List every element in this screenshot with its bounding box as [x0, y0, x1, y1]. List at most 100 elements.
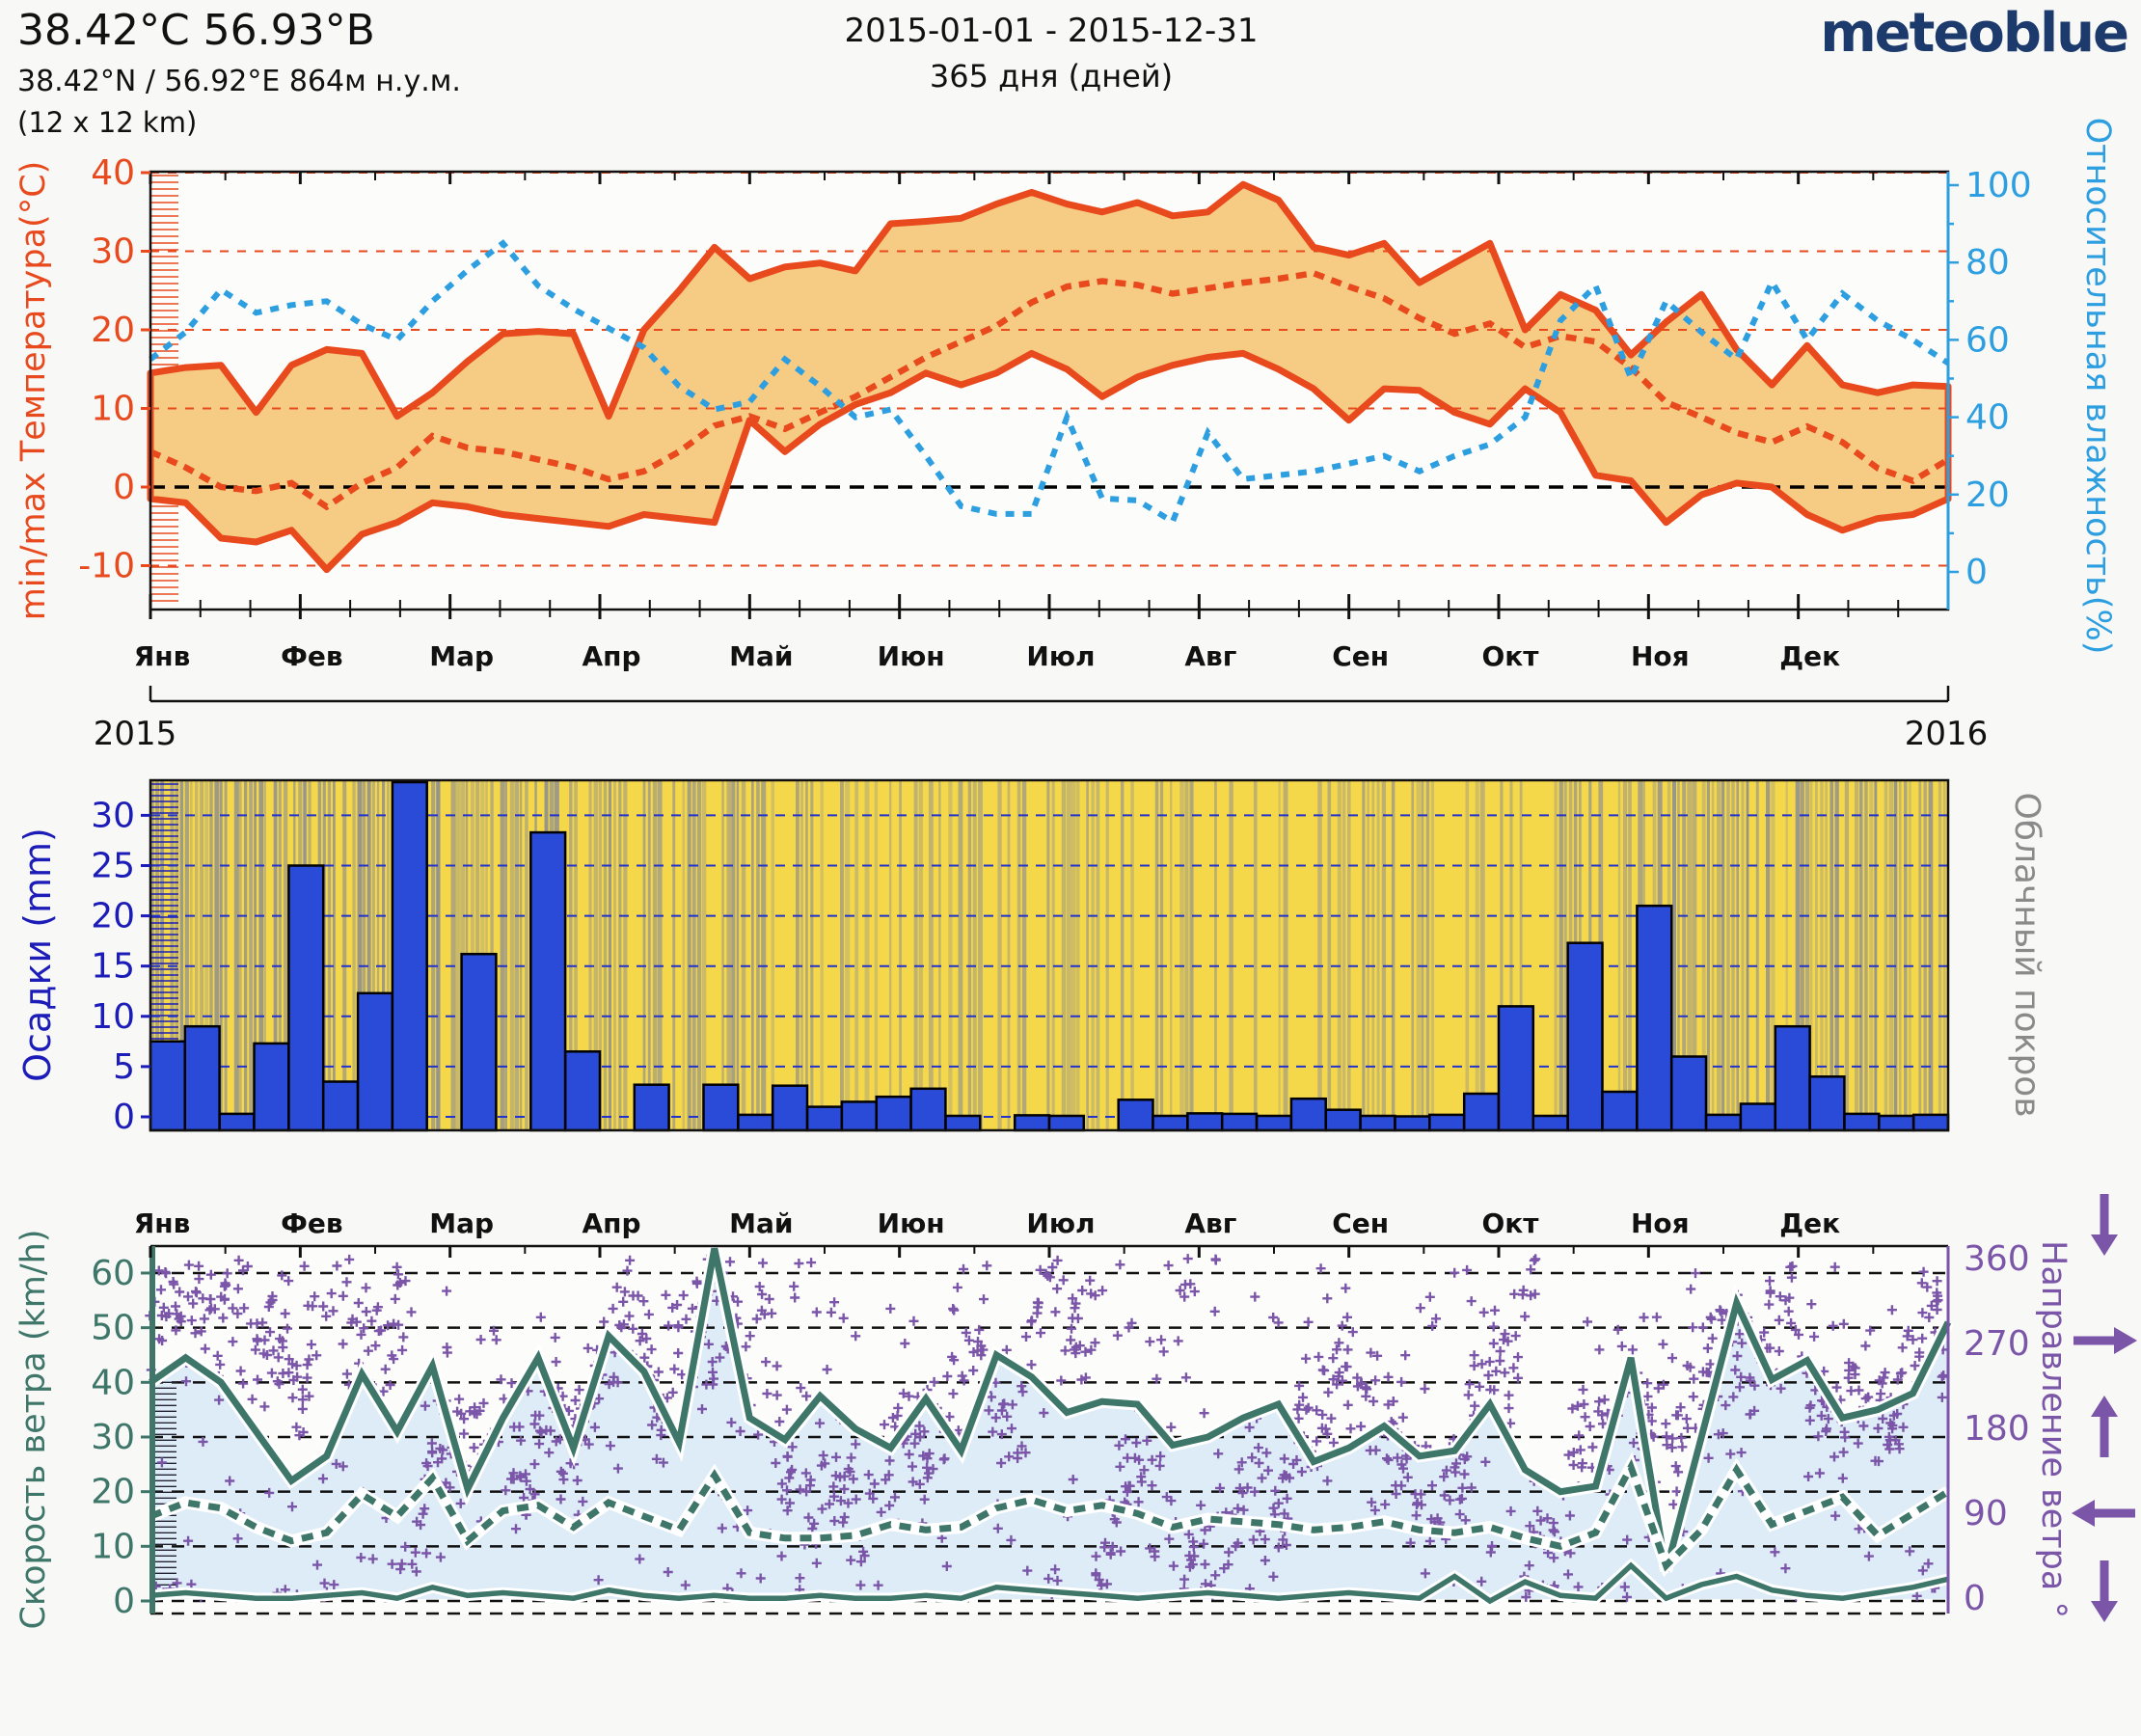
temperature-band-fill [150, 184, 1948, 570]
temp-mean-line [149, 269, 1950, 511]
precipitation-bars [149, 780, 1950, 1132]
precip-tick-label: 5 [113, 1047, 135, 1087]
temp-tick-label: 10 [91, 390, 135, 429]
precip-bar [1531, 1114, 1569, 1132]
month-label-temp: Авг [1184, 640, 1236, 672]
precip-bar [1255, 1114, 1293, 1132]
temp-axis-title: min/max Температура(°C) [14, 161, 53, 621]
precip-bar [1669, 1055, 1708, 1132]
wind-direction-arrow-down [2091, 1194, 2118, 1256]
wind-axis-title: Скорость ветра (km/h) [14, 1230, 53, 1630]
wind-tick-label: 60 [91, 1254, 135, 1293]
month-label-wind: Дек [1779, 1207, 1840, 1239]
precip-bar [287, 864, 325, 1132]
year-left-label: 2015 [94, 715, 177, 753]
precip-bar [840, 1100, 878, 1132]
precip-tick-label: 20 [91, 897, 135, 936]
wind-tick-label: 0 [113, 1582, 135, 1621]
month-label-temp: Янв [134, 640, 191, 672]
month-label-temp: Сен [1332, 640, 1389, 672]
precip-tick-label: 30 [91, 796, 135, 835]
precip-tick-label: 0 [113, 1098, 135, 1137]
month-label-wind: Сен [1332, 1207, 1389, 1239]
month-label-temp: Мар [429, 640, 494, 672]
precip-bar [1808, 1075, 1846, 1132]
precip-bar [563, 1050, 602, 1132]
precip-bar [149, 1040, 187, 1132]
precip-tick-label: 10 [91, 997, 135, 1037]
meteoblue-logo: meteoblue [1820, 2, 2129, 65]
precip-bar [909, 1087, 947, 1132]
precip-bar [1601, 1090, 1639, 1132]
temp-tick-label: -10 [78, 547, 135, 586]
precip-bar [944, 1114, 982, 1132]
wind-tick-label: 40 [91, 1363, 135, 1402]
precip-bar [183, 1024, 221, 1132]
month-label-wind: Авг [1184, 1207, 1236, 1239]
precip-bar [1047, 1114, 1086, 1132]
precip-bar [737, 1113, 774, 1132]
precip-bar [1428, 1113, 1466, 1132]
temp-tick-label: 30 [91, 232, 135, 272]
humidity-line [149, 239, 1950, 527]
wind-tick-label: 10 [91, 1527, 135, 1566]
date-range: 2015-01-01 - 2015-12-31 [844, 12, 1259, 50]
wind-direction-arrow-right [2073, 1327, 2137, 1354]
month-label-wind: Июл [1026, 1207, 1095, 1239]
precip-bar [529, 830, 567, 1132]
wind-tick-label: 50 [91, 1309, 135, 1348]
precip-bar [1220, 1112, 1259, 1132]
location-block: 38.42°C 56.93°В 38.42°N / 56.92°E 864м н… [17, 6, 461, 139]
precip-bar [702, 1083, 740, 1132]
temp-tick-label: 0 [113, 468, 135, 507]
precip-bar [1324, 1108, 1362, 1132]
grid-resolution: (12 x 12 km) [17, 106, 198, 139]
month-label-temp: Июл [1026, 640, 1095, 672]
direction-tick-label: 360 [1964, 1239, 2030, 1279]
year-axis: 2015 2016 [94, 686, 1988, 753]
precip-bar [356, 991, 394, 1132]
precip-bar [1359, 1114, 1396, 1132]
humidity-tick-label: 40 [1965, 398, 2010, 438]
month-label-temp: Дек [1779, 640, 1840, 672]
precip-bar [1739, 1102, 1776, 1132]
precip-bar [1497, 1005, 1535, 1132]
precip-tick-label: 15 [91, 947, 135, 987]
precip-bar [805, 1105, 844, 1132]
precip-bar [321, 1080, 360, 1132]
month-label-wind: Окт [1481, 1207, 1539, 1239]
month-label-wind: Янв [134, 1207, 191, 1239]
humidity-tick-label: 80 [1965, 243, 2010, 283]
humidity-tick-label: 20 [1965, 475, 2010, 515]
wind-min-line [149, 1561, 1949, 1605]
precip-bar [1289, 1097, 1327, 1132]
precip-bar [1186, 1112, 1224, 1132]
humidity-tick-label: 0 [1965, 553, 1988, 592]
cloudcover-axis-title: Облачный покров [2007, 792, 2046, 1117]
precip-bar [875, 1095, 912, 1132]
humidity-tick-label: 100 [1965, 166, 2032, 205]
month-label-wind: Фев [281, 1207, 342, 1239]
precip-axis-title: Осадки (mm) [16, 827, 59, 1082]
month-label-wind: Май [729, 1207, 793, 1239]
precip-bar [1152, 1114, 1189, 1132]
precip-bar [218, 1112, 256, 1132]
direction-tick-label: 90 [1964, 1494, 2008, 1533]
precip-bar [1462, 1092, 1501, 1132]
precip-bar [1636, 904, 1673, 1132]
days-count: 365 дня (дней) [929, 58, 1174, 95]
precip-tick-label: 25 [91, 847, 135, 886]
month-label-wind: Ноя [1631, 1207, 1690, 1239]
precip-bar [1774, 1024, 1811, 1132]
wind-tick-label: 20 [91, 1473, 135, 1512]
direction-tick-label: 0 [1964, 1579, 1986, 1618]
month-label-temp: Фев [281, 640, 342, 672]
precip-bar [1117, 1099, 1154, 1132]
month-label-temp: Май [729, 640, 793, 672]
precip-bar [1394, 1115, 1431, 1132]
direction-tick-label: 180 [1964, 1409, 2030, 1449]
month-label-wind: Июн [878, 1207, 945, 1239]
